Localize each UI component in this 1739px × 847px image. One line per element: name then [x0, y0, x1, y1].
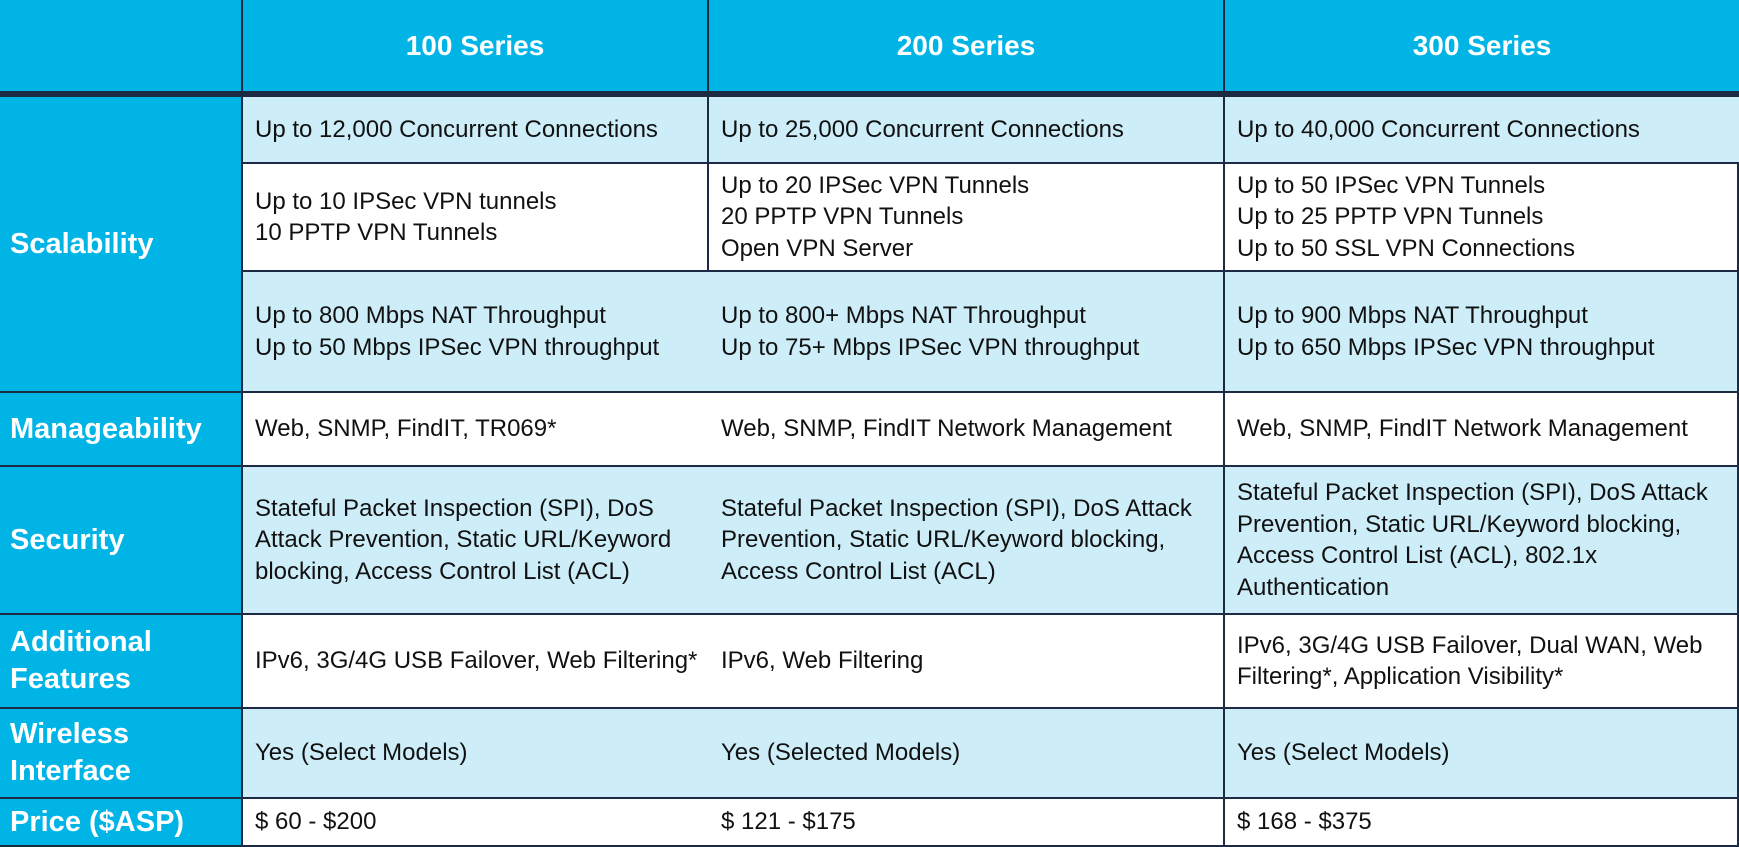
cell-100-wireless: Yes (Select Models) — [243, 709, 709, 799]
cell-200-throughput: Up to 800+ Mbps NAT Throughput Up to 75+… — [709, 272, 1225, 393]
cell-200-wireless: Yes (Selected Models) — [709, 709, 1225, 799]
cell-line: Up to 10 IPSec VPN tunnels — [255, 187, 557, 215]
header-200-series: 200 Series — [709, 0, 1225, 97]
cell-line: Up to 50 IPSec VPN Tunnels — [1237, 171, 1546, 199]
row-label-scalability: Scalability — [0, 97, 243, 393]
cell-300-manageability: Web, SNMP, FindIT Network Management — [1225, 393, 1739, 467]
cell-line: Up to 800 Mbps NAT Throughput — [255, 302, 606, 329]
row-label-additional-features: Additional Features — [0, 615, 243, 709]
cell-line: Open VPN Server — [721, 234, 914, 262]
cell-300-throughput: Up to 900 Mbps NAT Throughput Up to 650 … — [1225, 272, 1739, 393]
header-corner — [0, 0, 243, 97]
header-300-series: 300 Series — [1225, 0, 1739, 97]
cell-200-additional-features: IPv6, Web Filtering — [709, 615, 1225, 709]
cell-line: Up to 800+ Mbps NAT Throughput — [721, 302, 1086, 329]
cell-line: Up to 650 Mbps IPSec VPN throughput — [1237, 333, 1655, 361]
cell-200-vpn: Up to 20 IPSec VPN Tunnels 20 PPTP VPN T… — [709, 164, 1225, 272]
cell-100-connections: Up to 12,000 Concurrent Connections — [243, 97, 709, 164]
cell-line: Up to 25 PPTP VPN Tunnels — [1237, 203, 1544, 231]
cell-line: Up to 75+ Mbps IPSec VPN throughput — [721, 333, 1140, 361]
row-label-wireless-interface: Wireless Interface — [0, 709, 243, 799]
cell-200-price: $ 121 - $175 — [709, 799, 1225, 847]
cell-300-additional-features: IPv6, 3G/4G USB Failover, Dual WAN, Web … — [1225, 615, 1739, 709]
cell-100-manageability: Web, SNMP, FindIT, TR069* — [243, 393, 709, 467]
cell-line: Up to 50 Mbps IPSec VPN throughput — [255, 333, 660, 361]
cell-line: Up to 20 IPSec VPN Tunnels — [721, 171, 1030, 199]
row-label-manageability: Manageability — [0, 393, 243, 467]
cell-line: 20 PPTP VPN Tunnels — [721, 203, 964, 231]
cell-200-manageability: Web, SNMP, FindIT Network Management — [709, 393, 1225, 467]
row-label-security: Security — [0, 467, 243, 615]
header-100-series: 100 Series — [243, 0, 709, 97]
cell-100-security: Stateful Packet Inspection (SPI), DoS At… — [243, 467, 709, 615]
cell-line: Up to 900 Mbps NAT Throughput — [1237, 302, 1588, 329]
cell-200-connections: Up to 25,000 Concurrent Connections — [709, 97, 1225, 164]
cell-200-security: Stateful Packet Inspection (SPI), DoS At… — [709, 467, 1225, 615]
cell-line: 10 PPTP VPN Tunnels — [255, 219, 498, 246]
cell-line: Up to 50 SSL VPN Connections — [1237, 234, 1575, 262]
cell-100-price: $ 60 - $200 — [243, 799, 709, 847]
cell-100-vpn: Up to 10 IPSec VPN tunnels 10 PPTP VPN T… — [243, 164, 709, 272]
cell-300-security: Stateful Packet Inspection (SPI), DoS At… — [1225, 467, 1739, 615]
cell-300-connections: Up to 40,000 Concurrent Connections — [1225, 97, 1739, 164]
cell-300-vpn: Up to 50 IPSec VPN Tunnels Up to 25 PPTP… — [1225, 164, 1739, 272]
cell-300-wireless: Yes (Select Models) — [1225, 709, 1739, 799]
cell-300-price: $ 168 - $375 — [1225, 799, 1739, 847]
cell-100-additional-features: IPv6, 3G/4G USB Failover, Web Filtering* — [243, 615, 709, 709]
cell-100-throughput: Up to 800 Mbps NAT Throughput Up to 50 M… — [243, 272, 709, 393]
row-label-price: Price ($ASP) — [0, 799, 243, 847]
